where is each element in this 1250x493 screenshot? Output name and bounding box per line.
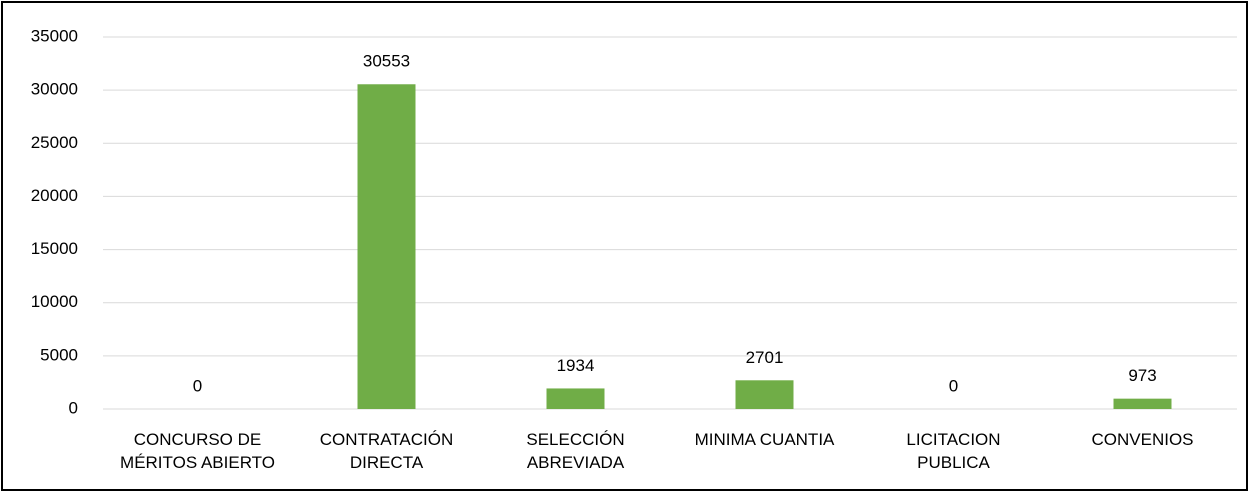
x-tick-label: CONTRATACIÓN DIRECTA xyxy=(319,430,454,472)
data-label: 2701 xyxy=(746,348,784,367)
data-label: 30553 xyxy=(363,52,410,71)
y-tick-label: 35000 xyxy=(31,26,78,45)
bar xyxy=(735,380,794,409)
y-tick-label: 15000 xyxy=(31,239,78,258)
data-label: 0 xyxy=(193,376,202,395)
y-tick-label: 5000 xyxy=(40,345,78,364)
y-tick-label: 0 xyxy=(69,398,78,417)
y-tick-label: 30000 xyxy=(31,80,78,99)
y-tick-label: 10000 xyxy=(31,292,78,311)
data-label: 973 xyxy=(1128,366,1156,385)
bar xyxy=(357,84,416,409)
x-tick-label: MINIMA CUANTIA xyxy=(694,430,835,449)
data-label: 0 xyxy=(949,376,958,395)
y-tick-label: 20000 xyxy=(31,186,78,205)
bar xyxy=(546,388,605,409)
x-tick-label: SELECCIÓN ABREVIADA xyxy=(526,430,625,472)
x-tick-label: CONCURSO DE MÉRITOS ABIERTO xyxy=(120,430,275,472)
data-label: 1934 xyxy=(557,356,595,375)
x-tick-label: CONVENIOS xyxy=(1091,430,1194,449)
x-tick-label: LICITACION PUBLICA xyxy=(906,430,1001,472)
bar xyxy=(1113,398,1172,409)
y-tick-label: 25000 xyxy=(31,133,78,152)
